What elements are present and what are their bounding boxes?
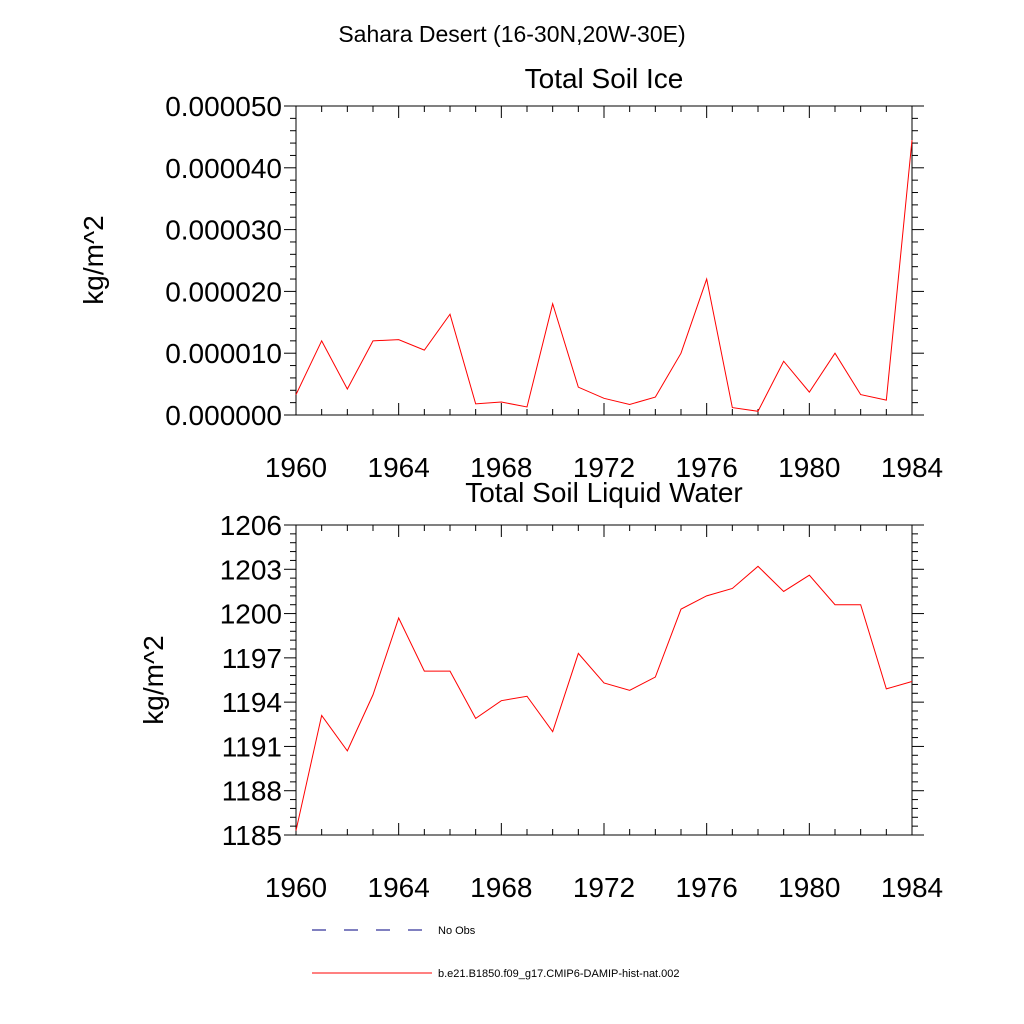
- y-tick-label: 1188: [222, 776, 282, 807]
- y-tick-label: 0.000040: [165, 153, 282, 184]
- y-tick-label: 1194: [222, 687, 282, 718]
- legend: No Obs b.e21.B1850.f09_g17.CMIP6-DAMIP-hi…: [312, 925, 680, 980]
- y-tick-label: 0.000000: [165, 400, 282, 431]
- y-tick-label: 0.000010: [165, 338, 282, 369]
- x-tick-label: 1972: [573, 452, 635, 483]
- series-line: [295, 565, 913, 831]
- panel-total-soil-ice: Total Soil Ice kg/m^2 1960 1964 1968 1972 1976…: [78, 63, 943, 483]
- x-tick-label: 1976: [676, 452, 738, 483]
- panel-title: Total Soil Ice: [525, 63, 684, 94]
- plot-frame: [295, 105, 913, 416]
- x-tick-label: 1964: [368, 872, 430, 903]
- plot-frame: [295, 524, 913, 836]
- y-tick-label: 1185: [222, 820, 282, 851]
- y-tick-label: 0.000020: [165, 276, 282, 307]
- x-tick-label: 1984: [881, 872, 943, 903]
- y-tick-label: 1206: [220, 510, 282, 541]
- y-tick-label: 0.000030: [165, 215, 282, 246]
- y-axis-label: kg/m^2: [78, 215, 109, 304]
- x-tick-label: 1980: [778, 872, 840, 903]
- panel-title: Total Soil Liquid Water: [465, 477, 743, 508]
- series-line: [295, 139, 913, 412]
- legend-label: No Obs: [438, 925, 476, 937]
- y-axis-label: kg/m^2: [138, 635, 169, 724]
- x-tick-label: 1960: [265, 872, 327, 903]
- y-tick-label: 1200: [220, 599, 282, 630]
- x-tick-label: 1968: [470, 872, 532, 903]
- y-tick-label: 1197: [222, 643, 282, 674]
- x-tick-label: 1976: [676, 872, 738, 903]
- x-tick-label: 1968: [470, 452, 532, 483]
- y-tick-label: 1191: [222, 731, 282, 762]
- x-tick-label: 1984: [881, 452, 943, 483]
- x-tick-label: 1972: [573, 872, 635, 903]
- x-tick-label: 1964: [368, 452, 430, 483]
- panel-total-soil-liquid-water: Total Soil Liquid Water kg/m^2 1960 1964 196…: [138, 477, 943, 903]
- figure-title: Sahara Desert (16-30N,20W-30E): [338, 21, 685, 47]
- y-tick-label: 1203: [220, 554, 282, 585]
- legend-label: b.e21.B1850.f09_g17.CMIP6-DAMIP-hist-nat…: [438, 968, 680, 980]
- x-tick-label: 1980: [778, 452, 840, 483]
- x-tick-label: 1960: [265, 452, 327, 483]
- y-tick-label: 0.000050: [165, 91, 282, 122]
